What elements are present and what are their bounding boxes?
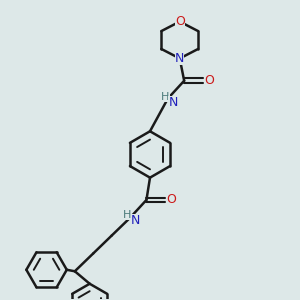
Text: H: H — [123, 210, 131, 220]
Text: O: O — [204, 74, 214, 87]
Text: N: N — [131, 214, 140, 227]
Text: O: O — [175, 15, 185, 28]
Text: N: N — [169, 96, 178, 109]
Text: H: H — [161, 92, 169, 101]
Text: O: O — [167, 194, 176, 206]
Text: N: N — [175, 52, 184, 65]
